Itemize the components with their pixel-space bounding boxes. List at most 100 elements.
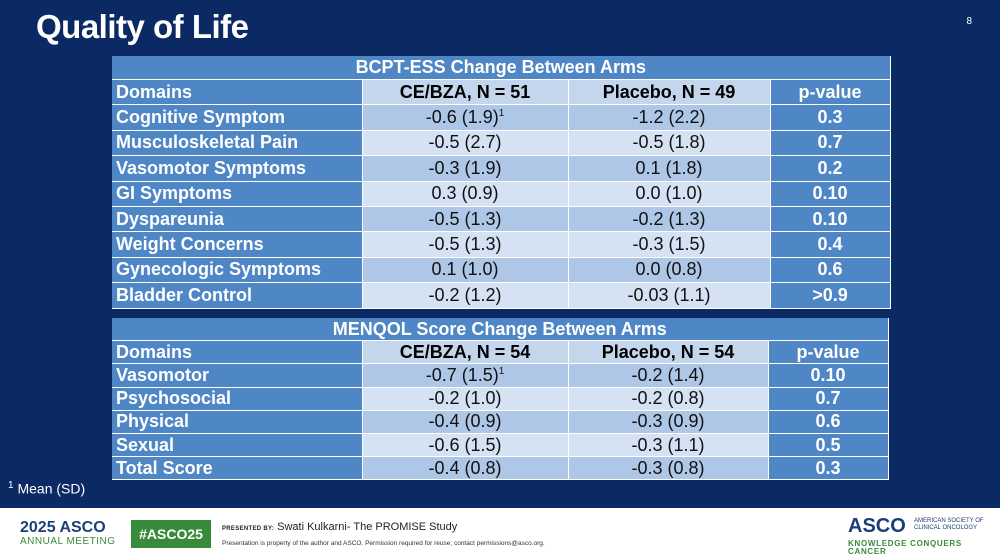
- slide: Quality of Life 8 BCPT-ESS Change Betwee…: [0, 0, 1000, 508]
- footnote-ref: 1: [498, 108, 505, 120]
- p-value-cell: 0.6: [768, 410, 889, 434]
- ce-bza-value: -0.6 (1.5): [428, 434, 502, 455]
- p-value-cell: 0.5: [768, 433, 889, 458]
- meeting-name: ANNUAL MEETING: [20, 536, 116, 547]
- ce-bza-value: -0.5 (2.7): [428, 132, 502, 153]
- p-value-cell: 0.10: [768, 363, 889, 388]
- ce-bza-cell: -0.4 (0.8): [362, 456, 569, 481]
- column-header: CE/BZA, N = 51: [362, 79, 569, 106]
- hashtag-badge: #ASCO25: [131, 520, 211, 548]
- placebo-cell: -0.2 (1.3): [568, 206, 771, 233]
- footnote: 1 Mean (SD): [8, 480, 85, 497]
- domain-cell: Total Score: [112, 456, 363, 481]
- p-value-cell: 0.7: [770, 130, 891, 157]
- p-value-cell: 0.2: [770, 155, 891, 182]
- presenter: Swati Kulkarni- The PROMISE Study: [277, 521, 458, 533]
- presented-by: PRESENTED BY: Swati Kulkarni- The PROMISE…: [222, 521, 457, 533]
- ce-bza-value: -0.5 (1.3): [428, 208, 502, 229]
- footnote-ref: 1: [498, 365, 505, 377]
- header-row: Domains CE/BZA, N = 51 Placebo, N = 49 p-va…: [112, 79, 891, 106]
- footer: 2025 ASCO ANNUAL MEETING #ASCO25 PRESENT…: [0, 508, 1000, 558]
- table-title: MENQOL Score Change Between Arms: [112, 318, 889, 342]
- ce-bza-cell: -0.6 (1.5): [362, 433, 569, 458]
- bcpt-ess-table: BCPT-ESS Change Between Arms Domains CE/B…: [112, 56, 891, 309]
- p-value-cell: 0.7: [768, 387, 889, 411]
- column-header: Domains: [112, 340, 363, 365]
- table-row: Vasomotor Symptoms -0.3 (1.9) 0.1 (1.8) 0.2: [112, 155, 891, 182]
- table-row: Musculoskeletal Pain -0.5 (2.7) -0.5 (1.8)…: [112, 130, 891, 157]
- placebo-cell: 0.1 (1.8): [568, 155, 771, 182]
- placebo-cell: 0.0 (1.0): [568, 181, 771, 207]
- ce-bza-value: -0.3 (1.9): [428, 157, 502, 178]
- table-row: Vasomotor -0.7 (1.5)1 -0.2 (1.4) 0.10: [112, 363, 889, 388]
- table-row: Psychosocial -0.2 (1.0) -0.2 (0.8) 0.7: [112, 387, 889, 411]
- ce-bza-cell: -0.5 (2.7): [362, 130, 569, 157]
- ce-bza-cell: -0.7 (1.5)1: [362, 363, 569, 388]
- asco-meeting-logo: 2025 ASCO ANNUAL MEETING: [20, 520, 116, 547]
- table-row: Bladder Control -0.2 (1.2) -0.03 (1.1) >0.9: [112, 282, 891, 309]
- placebo-cell: 0.0 (0.8): [568, 257, 771, 284]
- p-value-cell: 0.10: [770, 206, 891, 233]
- column-header: CE/BZA, N = 54: [362, 340, 569, 365]
- domain-cell: Vasomotor Symptoms: [112, 155, 363, 182]
- ce-bza-value: 0.3 (0.9): [431, 183, 499, 204]
- column-header: Domains: [112, 79, 363, 106]
- placebo-cell: -0.5 (1.8): [568, 130, 771, 157]
- table-row: Gynecologic Symptoms 0.1 (1.0) 0.0 (0.8) 0.…: [112, 257, 891, 284]
- placebo-cell: -0.3 (0.9): [568, 410, 769, 434]
- footnote-mark: 1: [8, 480, 14, 491]
- domain-cell: Psychosocial: [112, 387, 363, 411]
- header-row: Domains CE/BZA, N = 54 Placebo, N = 54 p-va…: [112, 340, 889, 365]
- placebo-cell: -0.2 (0.8): [568, 387, 769, 411]
- ce-bza-cell: 0.3 (0.9): [362, 181, 569, 207]
- placebo-cell: -1.2 (2.2): [568, 104, 771, 131]
- p-value-cell: >0.9: [770, 282, 891, 309]
- society-name: AMERICAN SOCIETY OF CLINICAL ONCOLOGY: [914, 518, 984, 532]
- placebo-cell: -0.03 (1.1): [568, 282, 771, 309]
- ce-bza-cell: -0.6 (1.9)1: [362, 104, 569, 131]
- column-header: Placebo, N = 49: [568, 79, 771, 106]
- ce-bza-value: -0.4 (0.8): [428, 457, 502, 478]
- disclaimer: Presentation is property of the author a…: [222, 540, 545, 547]
- table-row: GI Symptoms 0.3 (0.9) 0.0 (1.0) 0.10: [112, 181, 891, 207]
- domain-cell: Weight Concerns: [112, 231, 363, 258]
- table-row: Weight Concerns -0.5 (1.3) -0.3 (1.5) 0.4: [112, 231, 891, 258]
- domain-cell: Sexual: [112, 433, 363, 458]
- ce-bza-cell: -0.5 (1.3): [362, 206, 569, 233]
- domain-cell: GI Symptoms: [112, 181, 363, 207]
- ce-bza-value: -0.7 (1.5): [425, 364, 499, 385]
- domain-cell: Dyspareunia: [112, 206, 363, 233]
- ce-bza-cell: -0.2 (1.2): [362, 282, 569, 309]
- ce-bza-value: -0.2 (1.2): [428, 284, 502, 305]
- placebo-cell: -0.3 (0.8): [568, 456, 769, 481]
- placebo-cell: -0.3 (1.5): [568, 231, 771, 258]
- page-number: 8: [966, 16, 972, 27]
- ce-bza-value: -0.4 (0.9): [428, 411, 502, 432]
- table-row: Dyspareunia -0.5 (1.3) -0.2 (1.3) 0.10: [112, 206, 891, 233]
- meeting-org: ASCO: [59, 519, 106, 536]
- column-header: p-value: [768, 340, 889, 365]
- ce-bza-cell: -0.4 (0.9): [362, 410, 569, 434]
- p-value-cell: 0.4: [770, 231, 891, 258]
- ce-bza-value: 0.1 (1.0): [431, 259, 499, 280]
- ce-bza-value: -0.2 (1.0): [428, 388, 502, 409]
- domain-cell: Bladder Control: [112, 282, 363, 309]
- p-value-cell: 0.10: [770, 181, 891, 207]
- domain-cell: Cognitive Symptom: [112, 104, 363, 131]
- placebo-cell: -0.2 (1.4): [568, 363, 769, 388]
- tagline: KNOWLEDGE CONQUERS CANCER: [848, 539, 962, 556]
- ce-bza-value: -0.5 (1.3): [428, 234, 502, 255]
- domain-cell: Vasomotor: [112, 363, 363, 388]
- slide-title: Quality of Life: [36, 8, 249, 45]
- table-title: BCPT-ESS Change Between Arms: [112, 56, 891, 80]
- domain-cell: Musculoskeletal Pain: [112, 130, 363, 157]
- asco-logo: ASCO AMERICAN SOCIETY OF CLINICAL ONCOLO…: [848, 516, 1000, 556]
- table-row: Total Score -0.4 (0.8) -0.3 (0.8) 0.3: [112, 456, 889, 481]
- ce-bza-cell: 0.1 (1.0): [362, 257, 569, 284]
- ce-bza-cell: -0.2 (1.0): [362, 387, 569, 411]
- domain-cell: Physical: [112, 410, 363, 434]
- asco-logo-text: ASCO: [848, 515, 906, 537]
- ce-bza-cell: -0.5 (1.3): [362, 231, 569, 258]
- p-value-cell: 0.3: [770, 104, 891, 131]
- column-header: Placebo, N = 54: [568, 340, 769, 365]
